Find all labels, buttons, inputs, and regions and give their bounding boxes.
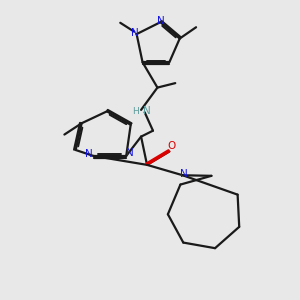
Text: N: N [157,16,164,26]
Text: H: H [132,107,139,116]
Text: N: N [131,28,139,38]
Text: O: O [168,141,176,151]
Text: N: N [180,169,188,179]
Text: N: N [126,148,134,158]
Text: N: N [142,106,150,116]
Text: N: N [85,148,93,159]
